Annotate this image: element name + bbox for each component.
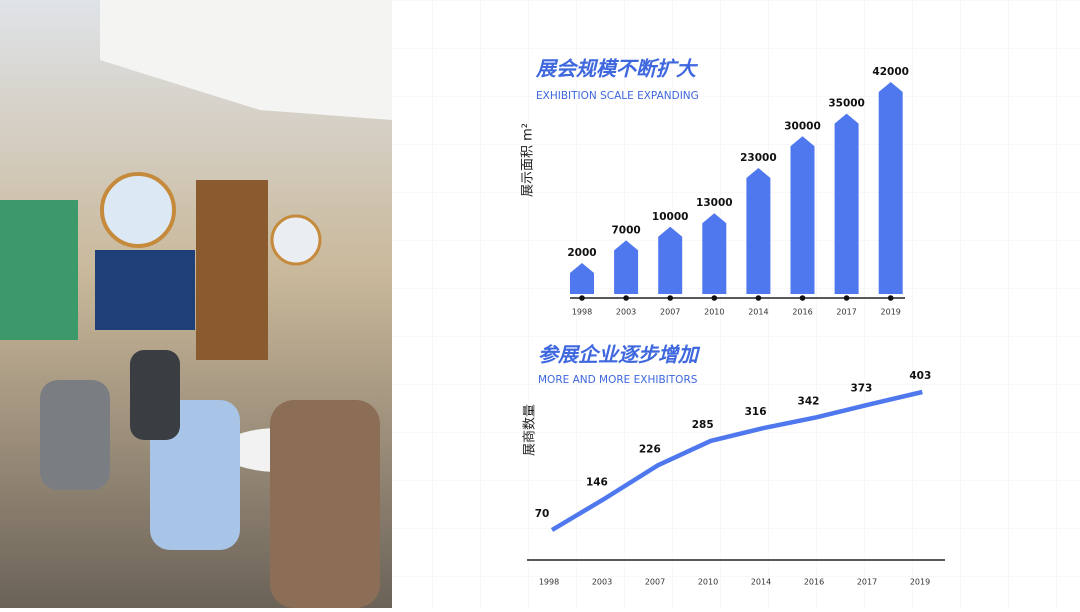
x-tick-label: 1998 bbox=[572, 308, 592, 317]
value-label: 35000 bbox=[828, 98, 865, 110]
x-tick-label: 2014 bbox=[751, 578, 771, 587]
x-tick-label: 2007 bbox=[660, 308, 680, 317]
bar bbox=[746, 167, 771, 294]
tick-dot bbox=[755, 295, 762, 301]
chart-subtitle: EXHIBITION SCALE EXPANDING bbox=[536, 90, 699, 102]
y-axis-label: 展商数量 bbox=[523, 404, 538, 456]
value-label: 316 bbox=[745, 406, 767, 418]
x-tick-label: 2003 bbox=[592, 578, 612, 587]
value-label: 146 bbox=[586, 477, 608, 489]
value-label: 2000 bbox=[567, 247, 596, 259]
bar bbox=[658, 226, 683, 294]
x-tick-label: 2016 bbox=[804, 578, 824, 587]
bar bbox=[878, 82, 903, 294]
bar bbox=[834, 113, 859, 295]
value-label: 373 bbox=[850, 382, 872, 394]
tick-dot bbox=[843, 295, 850, 301]
value-label: 342 bbox=[798, 395, 820, 407]
tick-dot bbox=[579, 295, 585, 301]
tick-dot bbox=[623, 295, 629, 301]
background bbox=[392, 0, 1080, 608]
tick-dot bbox=[667, 295, 673, 301]
value-label: 10000 bbox=[652, 211, 689, 223]
x-tick-label: 2017 bbox=[836, 308, 856, 317]
tick-dot bbox=[887, 295, 894, 301]
value-label: 70 bbox=[535, 508, 550, 520]
x-tick-label: 2010 bbox=[704, 308, 724, 317]
x-tick-label: 1998 bbox=[539, 578, 559, 587]
value-label: 42000 bbox=[872, 66, 909, 78]
x-tick-label: 2019 bbox=[910, 578, 930, 587]
bar bbox=[702, 213, 727, 294]
x-tick-label: 2017 bbox=[857, 578, 877, 587]
y-axis-label: 展示面积 m² bbox=[521, 123, 536, 197]
x-tick-label: 2010 bbox=[698, 578, 718, 587]
bar bbox=[570, 262, 594, 294]
chart-subtitle: MORE AND MORE EXHIBITORS bbox=[538, 374, 698, 386]
x-tick-label: 2014 bbox=[748, 308, 768, 317]
bar bbox=[614, 240, 639, 294]
value-label: 23000 bbox=[740, 152, 777, 164]
value-label: 285 bbox=[692, 419, 714, 431]
tick-dot bbox=[711, 295, 718, 301]
value-label: 30000 bbox=[784, 120, 821, 132]
value-label: 403 bbox=[909, 370, 931, 382]
x-tick-label: 2007 bbox=[645, 578, 665, 587]
value-label: 13000 bbox=[696, 197, 733, 209]
photo bbox=[0, 0, 392, 608]
value-label: 226 bbox=[639, 443, 661, 455]
x-tick-label: 2003 bbox=[616, 308, 636, 317]
x-tick-label: 2016 bbox=[792, 308, 812, 317]
value-label: 7000 bbox=[611, 224, 640, 236]
chart-title: 展会规模不断扩大 bbox=[535, 57, 699, 81]
x-tick-label: 2019 bbox=[881, 308, 901, 317]
chart-title: 参展企业逐步增加 bbox=[538, 343, 701, 367]
tick-dot bbox=[799, 295, 806, 301]
bar bbox=[790, 136, 815, 294]
line bbox=[550, 389, 923, 532]
